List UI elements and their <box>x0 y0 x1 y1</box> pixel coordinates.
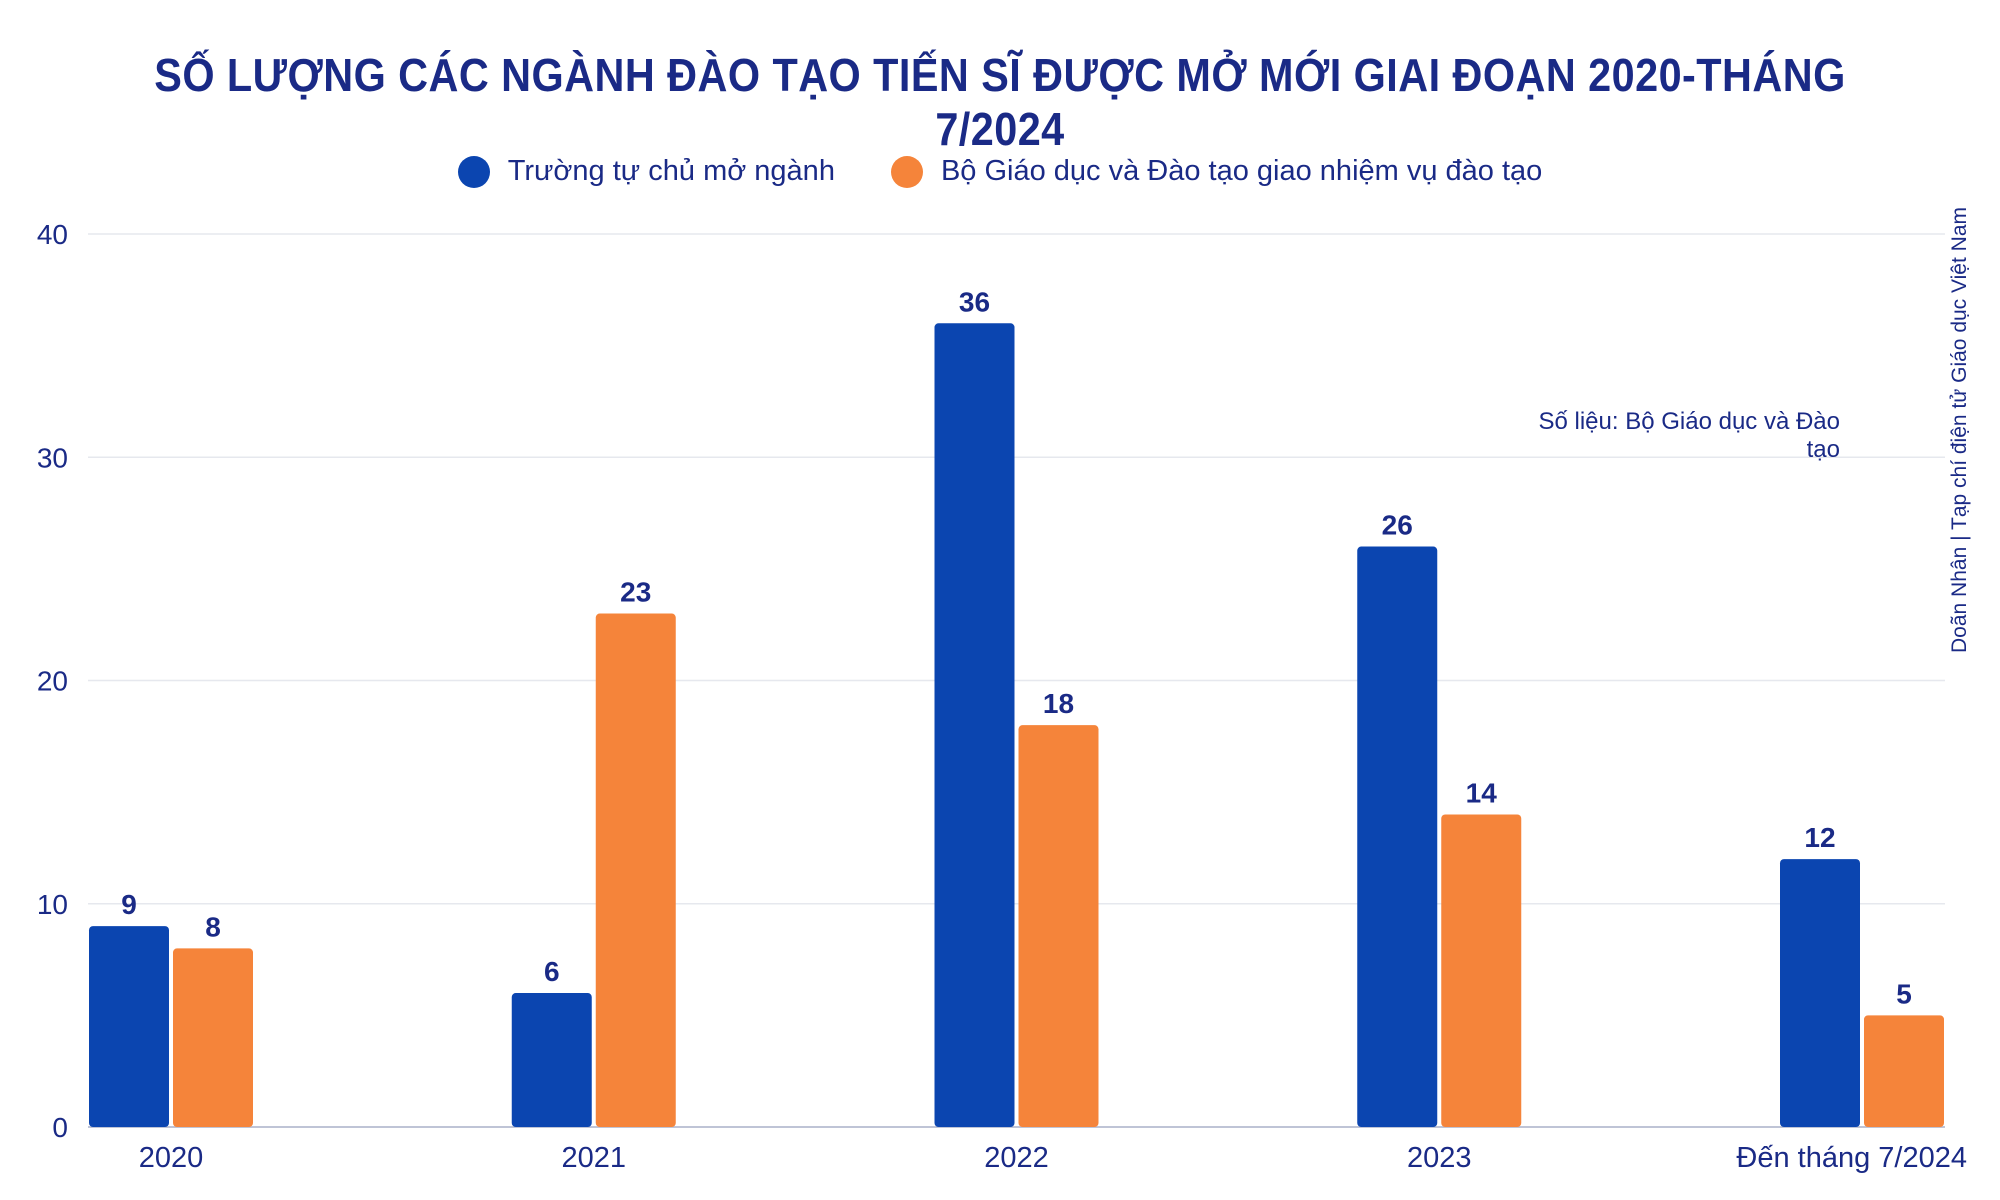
y-tick-label-0: 0 <box>52 1112 68 1143</box>
value-label-series-1-3: 26 <box>1382 510 1413 541</box>
bar-series-2-4 <box>1864 1015 1944 1127</box>
chart-title: SỐ LƯỢNG CÁC NGÀNH ĐÀO TẠO TIẾN SĨ ĐƯỢC … <box>154 49 1846 155</box>
x-tick-label-0: 2020 <box>139 1142 204 1174</box>
legend-swatch-series-1 <box>457 155 490 188</box>
y-tick-label-20: 20 <box>37 666 68 697</box>
y-tick-label-40: 40 <box>37 219 68 250</box>
legend-label-series-2: Bộ Giáo dục và Đào tạo giao nhiệm vụ đào… <box>940 155 1543 187</box>
value-label-series-2-2: 18 <box>1043 688 1074 719</box>
bar-series-1-2 <box>934 323 1015 1127</box>
legend: Trường tự chủ mở ngành Bộ Giáo dục và Đà… <box>0 155 2000 188</box>
value-label-series-1-4: 12 <box>1804 822 1835 853</box>
y-tick-label-10: 10 <box>37 889 68 920</box>
x-tick-label-1: 2021 <box>561 1142 626 1174</box>
x-tick-label-4: Đến tháng 7/2024 <box>1736 1142 1967 1174</box>
legend-swatch-series-2 <box>890 155 923 188</box>
credit-note: Doãn Nhân | Tạp chí điện tử Giáo dục Việ… <box>1948 207 1971 653</box>
y-tick-label-30: 30 <box>37 442 68 473</box>
value-label-series-2-0: 8 <box>205 911 221 942</box>
bar-series-1-4 <box>1780 859 1860 1127</box>
value-label-series-2-3: 14 <box>1466 777 1498 808</box>
source-note: Số liệu: Bộ Giáo dục và Đào tạo <box>1538 408 1840 463</box>
bar-series-1-1 <box>511 993 592 1127</box>
bar-series-2-0 <box>173 948 253 1127</box>
x-tick-label-2: 2022 <box>984 1142 1049 1174</box>
bar-series-1-3 <box>1357 546 1438 1127</box>
value-label-series-2-1: 23 <box>620 577 651 608</box>
bar-series-2-2 <box>1018 725 1099 1127</box>
bar-series-1-0 <box>89 926 169 1127</box>
legend-item-series-1: Trường tự chủ mở ngành <box>457 155 835 188</box>
legend-item-series-2: Bộ Giáo dục và Đào tạo giao nhiệm vụ đào… <box>890 155 1543 188</box>
value-label-series-1-0: 9 <box>121 889 137 920</box>
value-label-series-1-1: 6 <box>544 956 560 987</box>
x-tick-label-3: 2023 <box>1407 1142 1472 1174</box>
bar-series-2-1 <box>595 613 676 1127</box>
value-label-series-2-4: 5 <box>1896 978 1912 1009</box>
value-label-series-1-2: 36 <box>959 286 990 317</box>
legend-label-series-1: Trường tự chủ mở ngành <box>507 155 835 187</box>
bar-series-2-3 <box>1441 814 1522 1127</box>
